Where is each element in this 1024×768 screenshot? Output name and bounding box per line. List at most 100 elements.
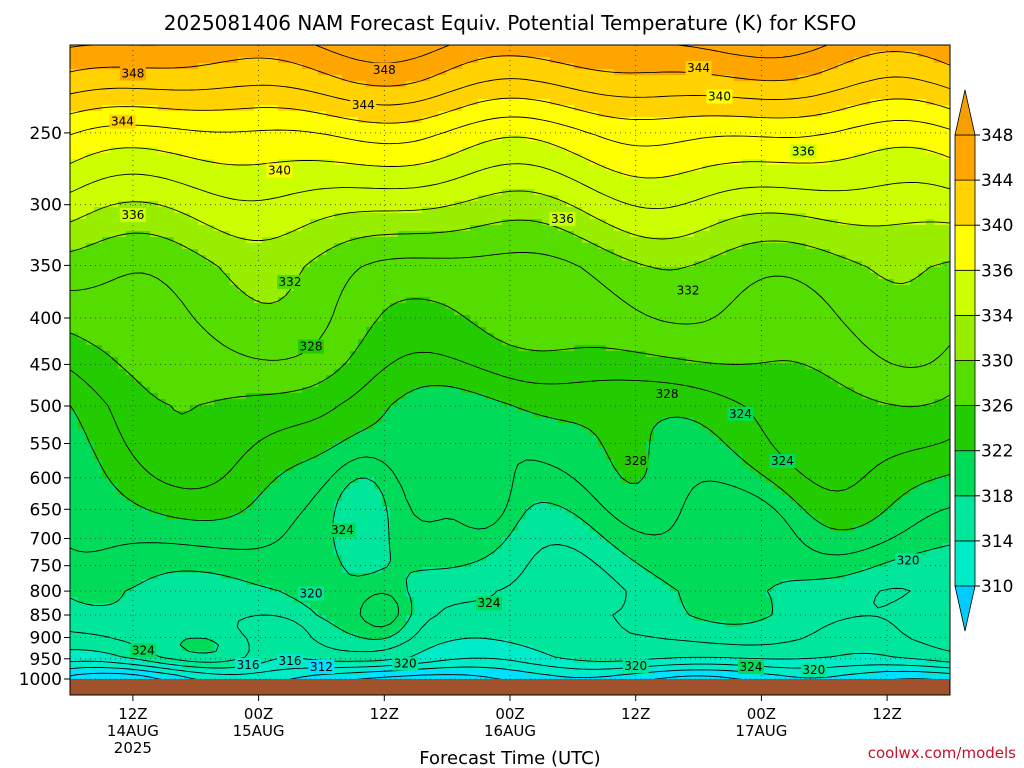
field-cell xyxy=(102,183,111,190)
field-cell xyxy=(182,303,191,310)
field-cell xyxy=(206,177,215,184)
field-cell xyxy=(758,159,767,166)
field-cell xyxy=(230,261,239,268)
field-cell xyxy=(814,243,823,250)
field-cell xyxy=(710,171,719,178)
field-cell xyxy=(742,291,751,298)
field-cell xyxy=(406,69,415,76)
field-cell xyxy=(654,219,663,226)
field-cell xyxy=(910,99,919,106)
field-cell xyxy=(326,195,335,202)
field-cell xyxy=(318,93,327,100)
field-cell xyxy=(606,183,615,190)
field-cell xyxy=(694,213,703,220)
field-cell xyxy=(718,177,727,184)
field-cell xyxy=(558,111,567,118)
field-cell xyxy=(662,219,671,226)
field-cell xyxy=(854,111,863,118)
field-cell xyxy=(318,177,327,184)
field-cell xyxy=(598,69,607,76)
field-cell xyxy=(630,309,639,316)
field-cell xyxy=(342,153,351,160)
field-cell xyxy=(318,267,327,274)
field-cell xyxy=(126,129,135,136)
field-cell xyxy=(174,297,183,304)
field-cell xyxy=(118,267,127,274)
field-cell xyxy=(598,237,607,244)
field-cell xyxy=(878,207,887,214)
field-cell xyxy=(702,249,711,256)
field-cell xyxy=(902,141,911,148)
field-cell xyxy=(598,243,607,250)
field-cell xyxy=(198,111,207,118)
field-cell xyxy=(94,63,103,70)
field-cell xyxy=(518,81,527,88)
field-cell xyxy=(622,111,631,118)
field-cell xyxy=(734,105,743,112)
field-cell xyxy=(302,315,311,322)
field-cell xyxy=(630,171,639,178)
field-cell xyxy=(598,123,607,130)
field-cell xyxy=(414,303,423,310)
field-cell xyxy=(382,183,391,190)
field-cell xyxy=(350,243,359,250)
field-cell xyxy=(734,201,743,208)
field-cell xyxy=(326,69,335,76)
field-cell xyxy=(638,159,647,166)
field-cell xyxy=(214,291,223,298)
field-cell xyxy=(230,141,239,148)
field-cell xyxy=(630,141,639,148)
field-cell xyxy=(270,303,279,310)
field-cell xyxy=(590,141,599,148)
field-cell xyxy=(686,213,695,220)
field-cell xyxy=(822,183,831,190)
field-cell xyxy=(494,201,503,208)
field-cell xyxy=(358,117,367,124)
field-cell xyxy=(550,291,559,298)
field-cell xyxy=(318,159,327,166)
field-cell xyxy=(214,255,223,262)
field-cell xyxy=(790,87,799,94)
field-cell xyxy=(910,267,919,274)
field-cell xyxy=(718,141,727,148)
field-cell xyxy=(918,141,927,148)
field-cell xyxy=(358,63,367,70)
field-cell xyxy=(926,63,935,70)
field-cell xyxy=(446,45,455,52)
field-cell xyxy=(734,237,743,244)
field-cell xyxy=(926,213,935,220)
field-cell xyxy=(702,303,711,310)
field-cell xyxy=(358,129,367,136)
field-cell xyxy=(126,291,135,298)
field-cell xyxy=(438,87,447,94)
field-cell xyxy=(878,135,887,142)
field-cell xyxy=(246,195,255,202)
field-cell xyxy=(614,273,623,280)
field-cell xyxy=(830,57,839,64)
field-cell xyxy=(366,219,375,226)
field-cell xyxy=(110,69,119,76)
field-cell xyxy=(206,153,215,160)
field-cell xyxy=(142,111,151,118)
field-cell xyxy=(518,45,527,52)
field-cell xyxy=(782,303,791,310)
field-cell xyxy=(470,51,479,58)
field-cell xyxy=(198,105,207,112)
field-cell xyxy=(198,255,207,262)
field-cell xyxy=(70,105,79,112)
field-cell xyxy=(566,261,575,268)
field-cell xyxy=(726,207,735,214)
field-cell xyxy=(910,279,919,286)
field-cell xyxy=(78,147,87,154)
field-cell xyxy=(654,99,663,106)
field-cell xyxy=(86,45,95,52)
field-cell xyxy=(238,207,247,214)
field-cell xyxy=(902,135,911,142)
field-cell xyxy=(678,303,687,310)
field-cell xyxy=(702,219,711,226)
field-cell xyxy=(582,297,591,304)
field-cell xyxy=(782,63,791,70)
field-cell xyxy=(718,303,727,310)
field-cell xyxy=(358,213,367,220)
field-cell xyxy=(894,135,903,142)
